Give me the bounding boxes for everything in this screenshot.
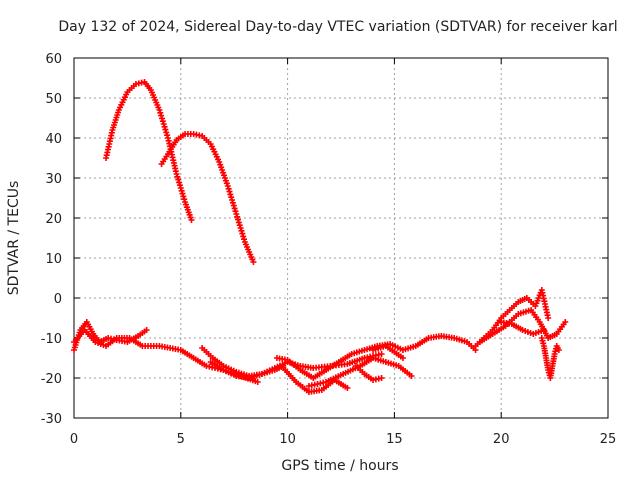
data-series (71, 79, 569, 395)
y-tick-label: 40 (45, 132, 62, 147)
data-point (545, 315, 552, 321)
data-point (188, 217, 195, 223)
x-tick-label: 20 (493, 432, 510, 447)
series-low-7 (305, 355, 415, 389)
x-tick-label: 25 (600, 432, 617, 447)
series-low-13 (538, 335, 562, 381)
axis-ticks: 0 5 10 15 20 25 -30 -20 -10 0 10 20 30 40 50 60 (41, 52, 617, 447)
chart-title: Day 132 of 2024, Sidereal Day-to-day VTE… (58, 19, 617, 35)
x-tick-label: 10 (279, 432, 296, 447)
y-tick-label: 60 (45, 52, 62, 67)
x-tick-label: 0 (70, 432, 78, 447)
y-tick-label: -30 (41, 412, 62, 427)
y-tick-label: -10 (41, 332, 62, 347)
data-point (143, 327, 150, 333)
data-point (344, 385, 351, 391)
y-axis-label: SDTVAR / TECUs (6, 181, 22, 296)
x-tick-label: 5 (177, 432, 185, 447)
data-point (254, 379, 261, 385)
data-point (250, 259, 257, 265)
data-point (378, 375, 385, 381)
data-point (378, 351, 385, 357)
series-low-12 (498, 319, 547, 337)
y-tick-label: 50 (45, 92, 62, 107)
series-low-1 (71, 319, 150, 353)
series-arc-2 (158, 131, 257, 265)
x-tick-label: 15 (386, 432, 403, 447)
plot-frame (73, 57, 609, 419)
series-low-2 (71, 327, 261, 385)
data-point (540, 327, 547, 333)
y-tick-label: 0 (54, 292, 62, 307)
data-point (555, 347, 562, 353)
series-low-11 (476, 307, 569, 345)
y-tick-label: 20 (45, 212, 62, 227)
data-point (562, 319, 569, 325)
series-low-9 (370, 343, 406, 361)
y-tick-label: 10 (45, 252, 62, 267)
series-low-8 (352, 363, 385, 383)
y-tick-label: -20 (41, 372, 62, 387)
series-arc-1 (103, 79, 195, 223)
x-axis-label: GPS time / hours (281, 458, 398, 474)
data-point (408, 373, 415, 379)
data-point (399, 355, 406, 361)
y-tick-label: 30 (45, 172, 62, 187)
series-low-4 (207, 351, 385, 381)
